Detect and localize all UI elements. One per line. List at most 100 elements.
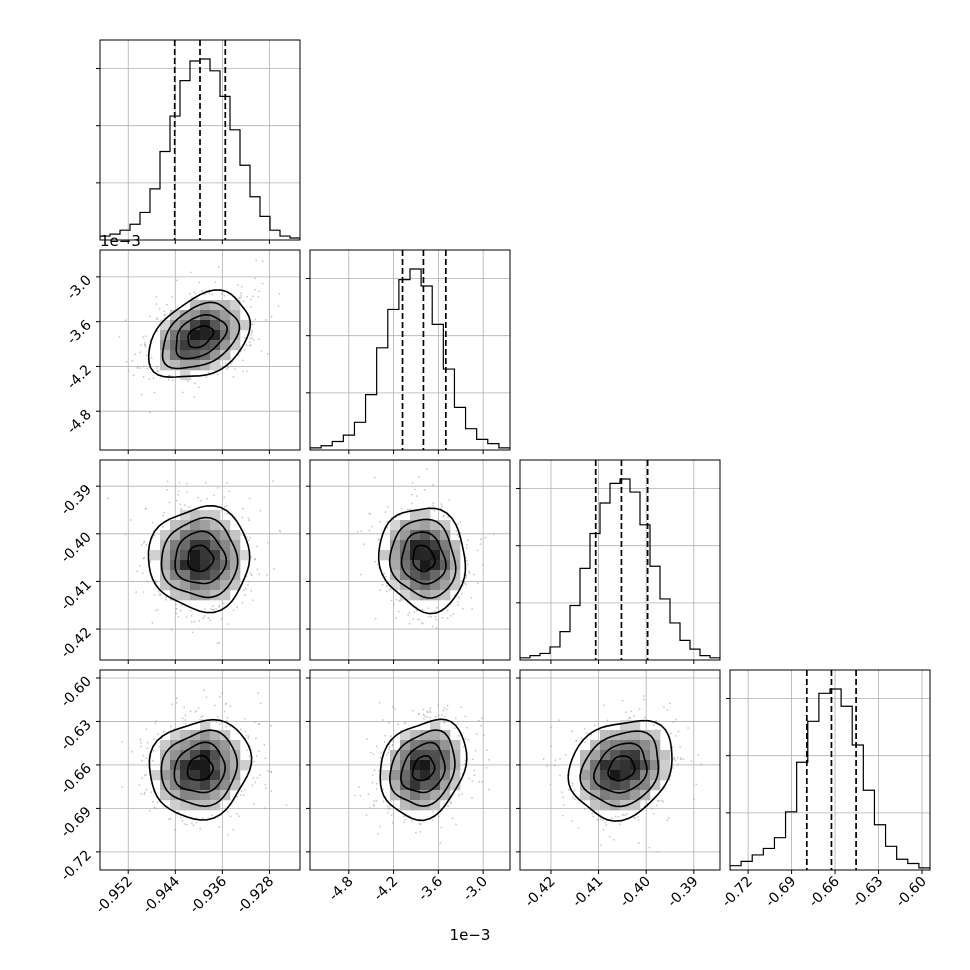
scatter-point bbox=[431, 625, 434, 628]
scatter-point bbox=[412, 709, 414, 712]
scatter-point bbox=[146, 747, 149, 750]
density-cell bbox=[210, 770, 221, 781]
scatter-point bbox=[250, 306, 253, 308]
scatter-point bbox=[470, 597, 473, 599]
scatter-point bbox=[151, 621, 154, 624]
scatter-point bbox=[429, 716, 431, 719]
scatter-point bbox=[225, 505, 228, 508]
scatter-point bbox=[429, 707, 432, 709]
scatter-point bbox=[238, 815, 241, 818]
scatter-point bbox=[257, 338, 260, 341]
density-cell bbox=[170, 580, 181, 591]
scatter-point bbox=[362, 543, 365, 546]
scatter-point bbox=[571, 820, 573, 822]
scatter-point bbox=[404, 819, 407, 821]
density-cell bbox=[200, 800, 211, 811]
scatter-point bbox=[212, 605, 214, 608]
scatter-point bbox=[170, 703, 173, 706]
scatter-point bbox=[467, 738, 470, 741]
scatter-point bbox=[461, 593, 463, 595]
scatter-point bbox=[434, 715, 437, 718]
scatter-point bbox=[652, 813, 655, 815]
density-cell bbox=[610, 750, 621, 761]
scatter-point bbox=[477, 719, 480, 722]
density-cell bbox=[380, 770, 391, 781]
scatter-point bbox=[375, 745, 378, 748]
scatter-point bbox=[248, 341, 251, 344]
scatter-point bbox=[211, 814, 214, 816]
scatter-point bbox=[674, 735, 677, 737]
density-cell bbox=[390, 760, 401, 771]
xtick-label-2-1: -0.41 bbox=[569, 874, 606, 911]
scatter-point bbox=[443, 716, 446, 718]
density-cell bbox=[580, 760, 591, 771]
density-cell bbox=[220, 340, 231, 351]
scatter-point bbox=[561, 814, 564, 817]
scatter-point bbox=[637, 815, 639, 818]
scatter-point bbox=[191, 822, 193, 825]
density-cell bbox=[440, 590, 451, 601]
offset-label-y-1: 1e−3 bbox=[100, 232, 141, 250]
contour-2-1-2 bbox=[388, 518, 457, 599]
scatter-point bbox=[155, 295, 158, 298]
scatter-point bbox=[638, 708, 641, 710]
scatter-point bbox=[155, 807, 158, 810]
scatter-point bbox=[158, 308, 161, 310]
scatter-point bbox=[375, 782, 378, 785]
scatter-point bbox=[132, 374, 135, 377]
scatter-point bbox=[437, 815, 440, 818]
scatter-point bbox=[149, 560, 152, 563]
scatter-point bbox=[550, 726, 553, 729]
scatter-point bbox=[251, 337, 254, 339]
contour-2-0-0 bbox=[187, 544, 215, 573]
scatter-point bbox=[192, 824, 195, 827]
scatter-point bbox=[601, 818, 604, 821]
scatter-point bbox=[163, 512, 165, 514]
contour-1-0-3 bbox=[147, 289, 251, 379]
scatter-point bbox=[451, 817, 454, 820]
density-cell bbox=[430, 560, 441, 571]
scatter-point bbox=[203, 615, 206, 617]
density-cell bbox=[200, 740, 211, 751]
scatter-point bbox=[700, 763, 702, 766]
density-cell bbox=[210, 520, 221, 531]
scatter-point bbox=[145, 728, 148, 731]
scatter-point bbox=[634, 817, 637, 820]
density-cell bbox=[220, 520, 231, 531]
density-cell bbox=[590, 760, 601, 771]
scatter-point bbox=[156, 801, 159, 804]
scatter-point bbox=[130, 519, 132, 521]
scatter-point bbox=[226, 482, 228, 484]
scatter-point bbox=[145, 354, 148, 357]
scatter-point bbox=[554, 764, 556, 767]
density-cell bbox=[220, 310, 231, 321]
density-cell bbox=[410, 770, 421, 781]
density-cell bbox=[200, 590, 211, 601]
density-cell bbox=[420, 800, 431, 811]
scatter-point bbox=[236, 813, 238, 815]
density-3-2 bbox=[542, 695, 702, 853]
density-cell bbox=[230, 760, 241, 771]
scatter-point bbox=[480, 724, 482, 727]
scatter-point bbox=[432, 502, 435, 505]
density-cell bbox=[420, 560, 431, 571]
scatter-point bbox=[240, 294, 243, 297]
xtick-label-2-3: -0.39 bbox=[665, 874, 702, 911]
scatter-point bbox=[384, 575, 387, 578]
scatter-point bbox=[471, 780, 474, 782]
scatter-point bbox=[247, 517, 250, 520]
density-cell bbox=[200, 560, 211, 571]
scatter-point bbox=[144, 345, 147, 348]
scatter-point bbox=[143, 344, 146, 346]
scatter-point bbox=[442, 515, 445, 518]
density-cell bbox=[630, 780, 641, 791]
contour-3-2-0 bbox=[607, 755, 636, 782]
density-cell bbox=[600, 800, 611, 811]
density-cell bbox=[600, 780, 611, 791]
density-cell bbox=[230, 320, 241, 331]
scatter-point bbox=[202, 617, 205, 620]
scatter-point bbox=[140, 792, 143, 795]
scatter-point bbox=[558, 719, 561, 722]
scatter-point bbox=[379, 825, 381, 828]
density-cell bbox=[420, 580, 431, 591]
